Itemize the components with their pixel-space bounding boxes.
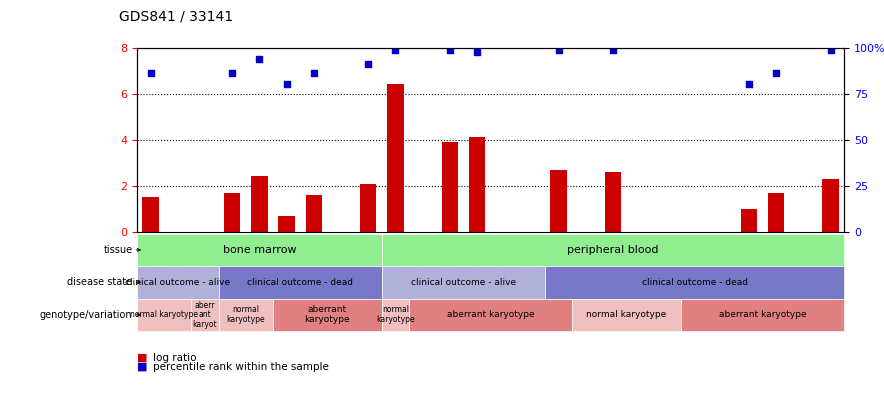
Bar — [605, 172, 621, 232]
Bar — [469, 137, 485, 232]
Point — [552, 47, 566, 53]
Text: normal
karyotype: normal karyotype — [226, 305, 265, 324]
Text: aberr
ant
karyot: aberr ant karyot — [193, 301, 217, 329]
Text: genotype/variation: genotype/variation — [40, 310, 133, 320]
Point — [742, 81, 756, 88]
Bar — [387, 84, 404, 232]
Point — [225, 70, 240, 76]
Text: ■: ■ — [137, 362, 148, 372]
Point — [769, 70, 783, 76]
Text: aberrant
karyotype: aberrant karyotype — [305, 305, 350, 324]
Bar — [822, 179, 839, 232]
Point — [388, 47, 402, 53]
Bar — [278, 215, 294, 232]
Point — [470, 49, 484, 55]
Point — [307, 70, 321, 76]
Text: aberrant karyotype: aberrant karyotype — [719, 310, 806, 319]
Text: disease state: disease state — [67, 277, 133, 287]
Text: clinical outcome - dead: clinical outcome - dead — [248, 278, 354, 287]
Point — [606, 47, 620, 53]
Bar — [768, 192, 784, 232]
Text: log ratio: log ratio — [153, 353, 196, 363]
Text: clinical outcome - dead: clinical outcome - dead — [642, 278, 748, 287]
Bar — [741, 209, 758, 232]
Point — [252, 56, 266, 62]
Text: ■: ■ — [137, 353, 148, 363]
Text: normal
karyotype: normal karyotype — [376, 305, 415, 324]
Point — [362, 61, 376, 67]
Text: percentile rank within the sample: percentile rank within the sample — [153, 362, 329, 372]
Bar — [142, 197, 159, 232]
Text: peripheral blood: peripheral blood — [568, 245, 659, 255]
Point — [279, 81, 293, 88]
Bar — [251, 177, 268, 232]
Point — [443, 47, 457, 53]
Text: normal karyotype: normal karyotype — [586, 310, 667, 319]
Text: bone marrow: bone marrow — [223, 245, 296, 255]
Text: aberrant karyotype: aberrant karyotype — [446, 310, 535, 319]
Text: clinical outcome - alive: clinical outcome - alive — [126, 278, 231, 287]
Point — [143, 70, 157, 76]
Text: tissue: tissue — [103, 245, 133, 255]
Text: clinical outcome - alive: clinical outcome - alive — [411, 278, 516, 287]
Bar — [306, 195, 322, 232]
Bar — [551, 169, 567, 232]
Text: GDS841 / 33141: GDS841 / 33141 — [119, 10, 233, 24]
Point — [824, 47, 838, 53]
Text: normal karyotype: normal karyotype — [130, 310, 198, 319]
Bar — [442, 142, 458, 232]
Bar — [224, 192, 240, 232]
Bar — [360, 185, 377, 232]
